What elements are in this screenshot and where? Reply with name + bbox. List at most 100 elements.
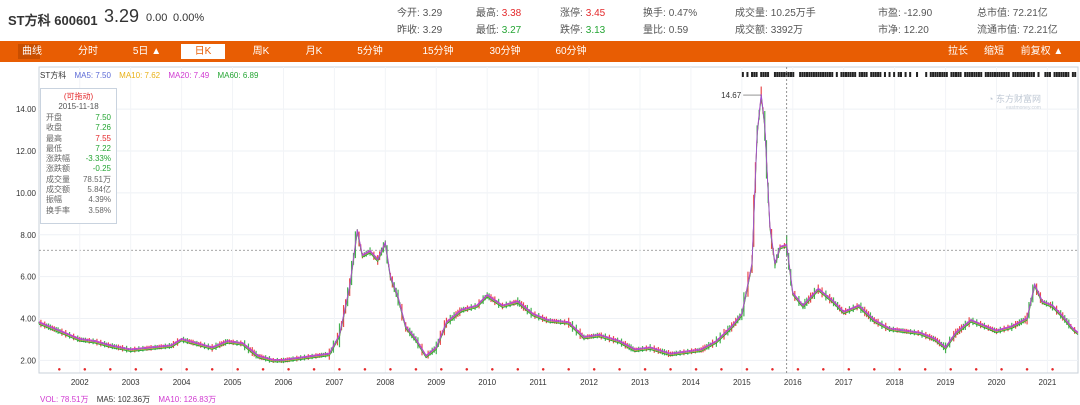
event-tick-icon [1003, 72, 1005, 77]
event-marker-icon: ● [210, 367, 214, 373]
event-tick-icon [960, 72, 962, 77]
event-marker-icon: ● [83, 367, 87, 373]
event-tick-icon [1054, 72, 1056, 77]
event-tick-icon [820, 72, 822, 77]
info-row: 开盘 7.50 [41, 113, 116, 123]
event-tick-icon [1031, 72, 1033, 77]
event-tick-icon [1074, 72, 1076, 77]
event-tick-icon [1056, 72, 1058, 77]
event-tick-icon [1019, 72, 1021, 77]
event-marker-icon: ● [389, 367, 393, 373]
event-tick-icon [976, 72, 978, 77]
event-tick-icon [859, 72, 861, 77]
event-tick-icon [781, 72, 783, 77]
info-row-value: 78.51万 [83, 175, 111, 185]
legend-ma5: MA5: 7.50 [74, 71, 110, 80]
event-tick-icon [854, 72, 856, 77]
event-tick-icon [1001, 72, 1003, 77]
event-tick-icon [824, 72, 826, 77]
info-row-value: 4.39% [88, 195, 111, 205]
event-tick-icon [884, 72, 886, 77]
event-marker-icon: ● [363, 367, 367, 373]
event-tick-icon [813, 72, 815, 77]
event-marker-icon: ● [669, 367, 673, 373]
event-tick-icon [980, 72, 982, 77]
x-tick-label: 2003 [122, 378, 140, 387]
event-tick-icon [1049, 72, 1051, 77]
event-tick-icon [893, 72, 895, 77]
vol-ma10: MA10: 126.83万 [158, 395, 216, 404]
event-marker-icon: ● [720, 367, 724, 373]
event-marker-icon: ● [592, 367, 596, 373]
event-tick-icon [937, 72, 939, 77]
x-tick-label: 2015 [733, 378, 751, 387]
event-marker-icon: ● [490, 367, 494, 373]
event-tick-icon [955, 72, 957, 77]
event-tick-icon [751, 72, 753, 77]
event-tick-icon [815, 72, 817, 77]
x-tick-label: 2017 [835, 378, 853, 387]
event-tick-icon [971, 72, 973, 77]
event-marker-icon: ● [185, 367, 189, 373]
event-marker-icon: ● [974, 367, 978, 373]
info-row-value: -3.33% [86, 154, 111, 164]
info-row: 振幅 4.39% [41, 195, 116, 205]
event-tick-icon [1015, 72, 1017, 77]
info-row-label: 涨跌额 [46, 164, 70, 174]
eastmoney-watermark: ◔ 东方财富网 eastmoney.com [988, 92, 1041, 111]
event-tick-icon [845, 72, 847, 77]
event-tick-icon [900, 72, 902, 77]
event-tick-icon [898, 72, 900, 77]
event-tick-icon [1017, 72, 1019, 77]
info-row-value: -0.25 [93, 164, 111, 174]
event-tick-icon [808, 72, 810, 77]
event-tick-icon [811, 72, 813, 77]
event-marker-icon: ● [159, 367, 163, 373]
event-tick-icon [850, 72, 852, 77]
event-marker-icon: ● [643, 367, 647, 373]
y-tick-label: 14.00 [16, 105, 37, 114]
event-marker-icon: ● [261, 367, 265, 373]
event-tick-icon [1044, 72, 1046, 77]
event-marker-icon: ● [287, 367, 291, 373]
x-tick-label: 2018 [886, 378, 904, 387]
event-tick-icon [783, 72, 785, 77]
event-marker-icon: ● [872, 367, 876, 373]
event-tick-icon [1038, 72, 1040, 77]
info-row-label: 振幅 [46, 195, 62, 205]
x-tick-label: 2008 [376, 378, 394, 387]
x-tick-label: 2014 [682, 378, 700, 387]
event-tick-icon [946, 72, 948, 77]
x-tick-label: 2010 [478, 378, 496, 387]
event-tick-icon [994, 72, 996, 77]
event-tick-icon [806, 72, 808, 77]
event-marker-icon: ● [949, 367, 953, 373]
info-row-value: 7.55 [95, 134, 111, 144]
info-row: 成交额 5.84亿 [41, 185, 116, 195]
info-row: 收盘 7.26 [41, 123, 116, 133]
event-tick-icon [879, 72, 881, 77]
event-tick-icon [999, 72, 1001, 77]
ohlc-info-box[interactable]: (可拖动) 2015-11-18 开盘 7.50 收盘 7.26 最高 7.55 最低 7.2… [40, 88, 117, 224]
event-marker-icon: ● [694, 367, 698, 373]
event-tick-icon [1012, 72, 1014, 77]
event-marker-icon: ● [898, 367, 902, 373]
info-row: 成交量 78.51万 [41, 175, 116, 185]
event-tick-icon [829, 72, 831, 77]
event-marker-icon: ● [822, 367, 826, 373]
legend-ma10: MA10: 7.62 [119, 71, 160, 80]
plot-frame [39, 67, 1078, 373]
event-marker-icon: ● [338, 367, 342, 373]
info-row-value: 7.50 [95, 113, 111, 123]
event-marker-icon: ● [1000, 367, 1004, 373]
info-row: 换手率 3.58% [41, 206, 116, 216]
event-tick-icon [762, 72, 764, 77]
event-tick-icon [866, 72, 868, 77]
event-marker-icon: ● [1025, 367, 1029, 373]
event-tick-icon [863, 72, 865, 77]
x-tick-label: 2011 [530, 378, 548, 387]
event-tick-icon [877, 72, 879, 77]
y-tick-label: 2.00 [20, 356, 36, 365]
event-tick-icon [840, 72, 842, 77]
